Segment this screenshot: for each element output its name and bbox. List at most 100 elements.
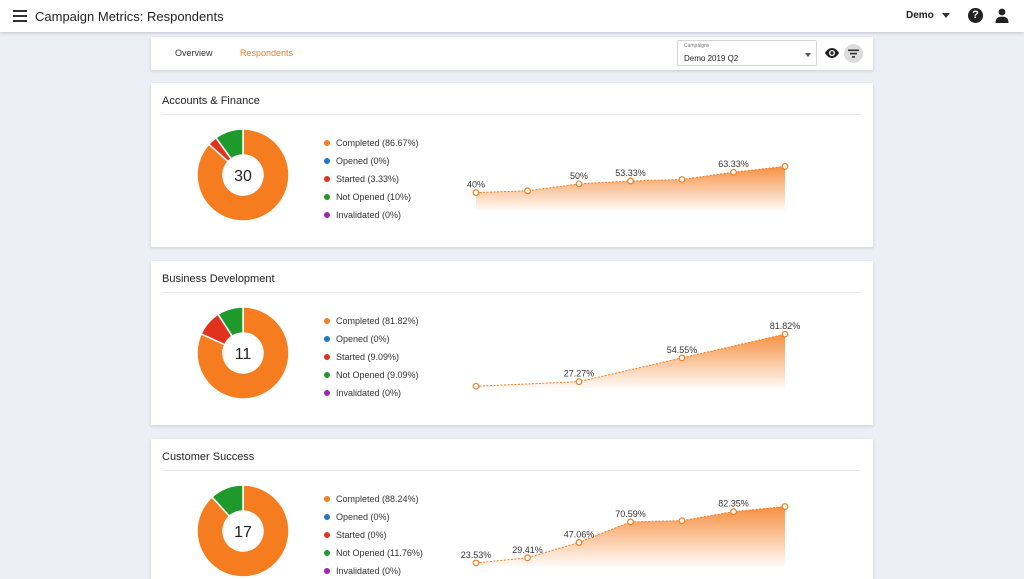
legend-dot bbox=[324, 496, 330, 502]
divider bbox=[162, 114, 861, 115]
legend-dot bbox=[324, 336, 330, 342]
legend-label: Not Opened (10%) bbox=[336, 192, 412, 202]
eye-icon[interactable] bbox=[824, 47, 840, 59]
legend-dot bbox=[324, 568, 330, 574]
menu-icon[interactable] bbox=[13, 10, 29, 22]
status-donut-chart: 11 bbox=[196, 306, 290, 400]
account-icon[interactable] bbox=[995, 8, 1009, 23]
status-donut-chart: 30 bbox=[196, 128, 290, 222]
trend-point-label: 29.41% bbox=[512, 545, 543, 555]
legend-dot bbox=[324, 212, 330, 218]
department-card: Accounts & Finance 30 Completed (86.67%) Op… bbox=[151, 83, 873, 247]
user-menu-label[interactable]: Demo bbox=[906, 10, 934, 21]
trend-point-label: 54.55% bbox=[667, 345, 698, 355]
divider bbox=[162, 470, 861, 471]
campaign-select[interactable]: Campaigns Demo 2019 Q2 bbox=[677, 40, 817, 66]
legend-label: Started (0%) bbox=[336, 530, 387, 540]
legend-dot bbox=[324, 532, 330, 538]
completion-trend-chart: 23.53% 29.41% 47.06% 70.59% 82.35% bbox=[461, 499, 789, 567]
chevron-down-icon[interactable] bbox=[805, 53, 811, 57]
donut-hole bbox=[223, 511, 263, 551]
trend-point-label: 82.35% bbox=[718, 499, 749, 509]
trend-point-label: 40% bbox=[467, 180, 485, 190]
legend-label: Invalidated (0%) bbox=[336, 566, 402, 576]
trend-point[interactable] bbox=[781, 163, 789, 170]
divider bbox=[162, 292, 861, 293]
department-card: Business Development 11 Completed (81.82%)… bbox=[151, 261, 873, 425]
trend-point[interactable] bbox=[730, 508, 737, 516]
trend-point[interactable] bbox=[627, 518, 634, 526]
legend-dot bbox=[324, 390, 330, 396]
trend-point[interactable] bbox=[678, 176, 686, 183]
trend-point[interactable] bbox=[627, 177, 634, 185]
campaign-select-label: Campaigns bbox=[684, 43, 710, 49]
tab-overview[interactable]: Overview bbox=[175, 48, 213, 58]
department-title: Customer Success bbox=[162, 451, 255, 463]
legend-dot bbox=[324, 550, 330, 556]
legend-item-not-opened[interactable]: Not Opened (11.76%) bbox=[324, 548, 474, 560]
legend-label: Opened (0%) bbox=[336, 334, 390, 344]
trend-point[interactable] bbox=[472, 189, 480, 196]
legend-dot bbox=[324, 372, 330, 378]
legend-label: Not Opened (9.09%) bbox=[336, 370, 419, 380]
legend-label: Opened (0%) bbox=[336, 512, 390, 522]
trend-point-label: 53.33% bbox=[615, 168, 646, 178]
filter-icon[interactable] bbox=[844, 44, 863, 63]
completion-trend-chart: 40% 50% 53.33% 63.33% bbox=[467, 159, 789, 210]
legend-label: Started (3.33%) bbox=[336, 174, 400, 184]
legend-item-opened[interactable]: Opened (0%) bbox=[324, 156, 474, 168]
trend-point[interactable] bbox=[781, 503, 789, 510]
trend-point[interactable] bbox=[472, 559, 480, 567]
legend-item-started[interactable]: Started (3.33%) bbox=[324, 174, 474, 186]
department-title: Accounts & Finance bbox=[162, 95, 260, 107]
tabs-bar: Overview Respondents Campaigns Demo 2019… bbox=[151, 37, 873, 70]
legend-item-not-opened[interactable]: Not Opened (9.09%) bbox=[324, 370, 474, 382]
tab-respondents[interactable]: Respondents bbox=[240, 48, 294, 58]
trend-point-label: 47.06% bbox=[564, 529, 595, 539]
trend-point[interactable] bbox=[678, 517, 686, 525]
legend-label: Not Opened (11.76%) bbox=[336, 548, 423, 558]
trend-point[interactable] bbox=[781, 330, 789, 338]
legend-item-invalidated[interactable]: Invalidated (0%) bbox=[324, 388, 474, 400]
legend-label: Invalidated (0%) bbox=[336, 210, 402, 220]
legend-item-opened[interactable]: Opened (0%) bbox=[324, 512, 474, 524]
legend-label: Started (9.09%) bbox=[336, 352, 400, 362]
donut-total: 11 bbox=[235, 346, 252, 363]
trend-point[interactable] bbox=[472, 382, 480, 390]
legend-item-started[interactable]: Started (9.09%) bbox=[324, 352, 474, 364]
legend-label: Completed (88.24%) bbox=[336, 494, 419, 504]
trend-point[interactable] bbox=[678, 354, 686, 362]
legend-dot bbox=[324, 354, 330, 360]
trend-point[interactable] bbox=[575, 378, 583, 386]
trend-point[interactable] bbox=[730, 168, 737, 176]
trend-point-label: 63.33% bbox=[718, 159, 749, 169]
trend-area bbox=[476, 506, 785, 566]
legend-item-started[interactable]: Started (0%) bbox=[324, 530, 474, 542]
donut-total: 30 bbox=[234, 168, 252, 185]
legend-item-completed[interactable]: Completed (88.24%) bbox=[324, 494, 474, 506]
trend-point[interactable] bbox=[575, 180, 583, 188]
trend-point[interactable] bbox=[575, 539, 583, 546]
completion-trend-chart: 27.27% 54.55% 81.82% bbox=[472, 321, 801, 390]
trend-point-label: 70.59% bbox=[615, 509, 646, 519]
trend-point[interactable] bbox=[524, 187, 531, 195]
trend-point-label: 81.82% bbox=[770, 321, 801, 331]
legend-item-not-opened[interactable]: Not Opened (10%) bbox=[324, 192, 474, 204]
legend-label: Completed (86.67%) bbox=[336, 138, 419, 148]
top-app-bar: Campaign Metrics: Respondents Demo ? bbox=[0, 0, 1024, 32]
trend-point-label: 27.27% bbox=[564, 369, 595, 379]
legend-dot bbox=[324, 514, 330, 520]
help-icon[interactable]: ? bbox=[968, 8, 983, 23]
legend-dot bbox=[324, 318, 330, 324]
legend-dot bbox=[324, 176, 330, 182]
caret-down-icon[interactable] bbox=[942, 13, 950, 18]
trend-point[interactable] bbox=[524, 554, 531, 562]
legend-item-invalidated[interactable]: Invalidated (0%) bbox=[324, 566, 474, 578]
legend-item-invalidated[interactable]: Invalidated (0%) bbox=[324, 210, 474, 222]
legend-item-opened[interactable]: Opened (0%) bbox=[324, 334, 474, 346]
legend-item-completed[interactable]: Completed (81.82%) bbox=[324, 316, 474, 328]
trend-line bbox=[475, 333, 786, 387]
department-card: Customer Success 17 Completed (88.24%) Open… bbox=[151, 439, 873, 579]
legend-item-completed[interactable]: Completed (86.67%) bbox=[324, 138, 474, 150]
legend-dot bbox=[324, 140, 330, 146]
